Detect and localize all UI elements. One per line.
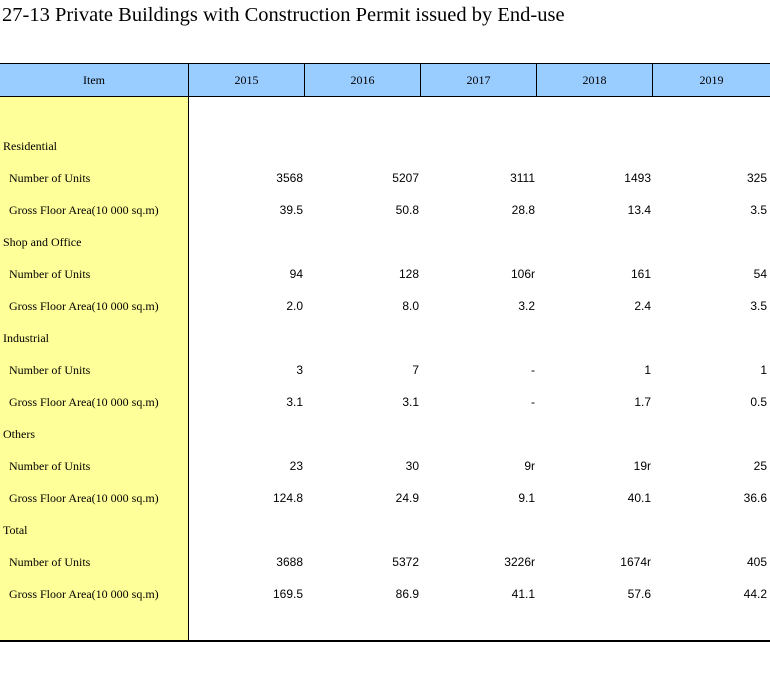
group-row: Residential: [0, 130, 770, 162]
table-row: Gross Floor Area(10 000 sq.m) 2.0 8.0 3.2 2.…: [0, 290, 770, 322]
cell-value-2017: -: [531, 363, 535, 377]
cell-value-2015: 3568: [276, 171, 303, 185]
cell-value-2016: 24.9: [395, 491, 419, 505]
table-row: Number of Units 3688 5372 3226r 1674r 405: [0, 546, 770, 578]
cell-value-2018: 1: [644, 363, 651, 377]
cell-value-2017: 28.8: [511, 203, 535, 217]
row-label: Number of Units: [9, 555, 91, 569]
cell-value-2016: 86.9: [395, 587, 419, 601]
group-row: Total: [0, 514, 770, 546]
group-row: Others: [0, 418, 770, 450]
cell-value-2019: 44.2: [743, 587, 767, 601]
cell-value-2018: 2.4: [634, 299, 651, 313]
cell-value-2015: 3: [296, 363, 303, 377]
cell-value-2019: 36.6: [743, 491, 767, 505]
cell-value-2018: 1674r: [620, 555, 651, 569]
cell-value-2017: 3111: [510, 171, 535, 185]
cell-value-2015: 2.0: [286, 299, 303, 313]
cell-value-2018: 13.4: [627, 203, 651, 217]
cell-value-2017: 9.1: [518, 491, 535, 505]
header-year-2015: 2015: [189, 64, 305, 96]
cell-value-2016: 128: [398, 267, 419, 281]
cell-value-2017: 3.2: [518, 299, 535, 313]
cell-value-2019: 54: [753, 267, 767, 281]
cell-value-2015: 39.5: [279, 203, 303, 217]
cell-value-2019: 405: [746, 555, 767, 569]
table-row: Gross Floor Area(10 000 sq.m) 3.1 3.1 - 1.7 0…: [0, 386, 770, 418]
cell-value-2018: 1493: [624, 171, 651, 185]
table-row: Number of Units 3568 5207 3111 1493 325: [0, 162, 770, 194]
group-label: Others: [3, 427, 35, 441]
cell-value-2016: 7: [412, 363, 419, 377]
table-row: Number of Units 3 7 - 1 1: [0, 354, 770, 386]
table-row: Gross Floor Area(10 000 sq.m) 169.5 86.9 41…: [0, 578, 770, 610]
cell-value-2015: 23: [289, 459, 303, 473]
cell-value-2018: 40.1: [627, 491, 651, 505]
cell-value-2017: -: [531, 395, 535, 409]
cell-value-2016: 50.8: [395, 203, 419, 217]
group-label: Industrial: [3, 331, 49, 345]
group-label: Shop and Office: [3, 235, 82, 249]
cell-value-2018: 19r: [633, 459, 651, 473]
cell-value-2019: 25: [753, 459, 767, 473]
row-label: Number of Units: [9, 363, 91, 377]
table-body: Residential Number of Units 3568 5207 3111 14…: [0, 97, 770, 642]
group-label: Total: [3, 523, 28, 537]
row-label: Number of Units: [9, 171, 91, 185]
cell-value-2017: 3226r: [504, 555, 535, 569]
cell-value-2015: 3.1: [286, 395, 303, 409]
header-year-2016: 2016: [305, 64, 421, 96]
group-row: Shop and Office: [0, 226, 770, 258]
header-year-2018: 2018: [537, 64, 653, 96]
table-row: Number of Units 23 30 9r 19r 25: [0, 450, 770, 482]
header-year-2019: 2019: [699, 73, 724, 87]
row-label: Gross Floor Area(10 000 sq.m): [9, 299, 159, 313]
cell-value-2017: 9r: [524, 459, 535, 473]
row-label: Number of Units: [9, 267, 91, 281]
cell-value-2018: 1.7: [634, 395, 651, 409]
cell-value-2019: 3.5: [750, 299, 767, 313]
cell-value-2017: 41.1: [511, 587, 535, 601]
row-label: Number of Units: [9, 459, 91, 473]
table-row: Gross Floor Area(10 000 sq.m) 124.8 24.9 9.…: [0, 482, 770, 514]
item-column: [0, 97, 189, 640]
cell-value-2016: 5372: [392, 555, 419, 569]
group-label: Residential: [3, 139, 57, 153]
cell-value-2016: 5207: [392, 171, 419, 185]
cell-value-2019: 325: [746, 171, 767, 185]
page-title: 27-13 Private Buildings with Constructio…: [2, 4, 565, 26]
cell-value-2015: 124.8: [272, 491, 303, 505]
cell-value-2015: 169.5: [272, 587, 303, 601]
row-label: Gross Floor Area(10 000 sq.m): [9, 587, 159, 601]
cell-value-2018: 161: [630, 267, 651, 281]
cell-value-2016: 30: [405, 459, 419, 473]
row-label: Gross Floor Area(10 000 sq.m): [9, 395, 159, 409]
cell-value-2015: 94: [289, 267, 303, 281]
cell-value-2016: 8.0: [402, 299, 419, 313]
table-row: Number of Units 94 128 106r 161 54: [0, 258, 770, 290]
row-label: Gross Floor Area(10 000 sq.m): [9, 203, 159, 217]
data-table: Item 2015 2016 2017 2018 2019 Residentia…: [0, 63, 770, 642]
row-label: Gross Floor Area(10 000 sq.m): [9, 491, 159, 505]
cell-value-2019: 0.5: [750, 395, 767, 409]
cell-value-2016: 3.1: [402, 395, 419, 409]
cell-value-2019: 1: [760, 363, 767, 377]
cell-value-2019: 3.5: [750, 203, 767, 217]
table-header: Item 2015 2016 2017 2018 2019: [0, 63, 770, 97]
header-item: Item: [0, 64, 189, 96]
header-year-2017: 2017: [421, 64, 537, 96]
cell-value-2018: 57.6: [627, 587, 651, 601]
cell-value-2017: 106r: [510, 267, 535, 281]
cell-value-2015: 3688: [276, 555, 303, 569]
group-row: Industrial: [0, 322, 770, 354]
table-row: Gross Floor Area(10 000 sq.m) 39.5 50.8 28.…: [0, 194, 770, 226]
